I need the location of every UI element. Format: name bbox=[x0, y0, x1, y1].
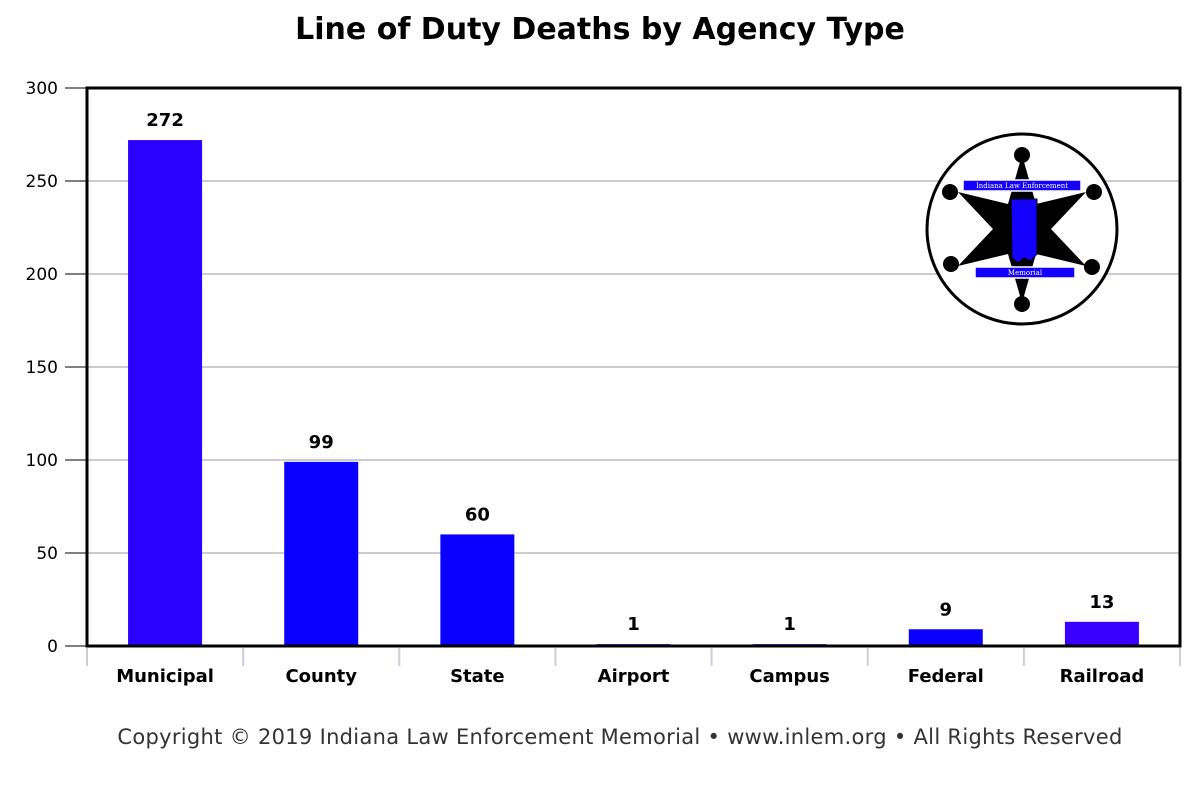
x-category-label: Airport bbox=[598, 666, 670, 687]
bars bbox=[128, 140, 1139, 646]
website-link[interactable]: www.inlem.org bbox=[727, 725, 887, 749]
data-label-state: 60 bbox=[465, 504, 490, 525]
bar-municipal[interactable] bbox=[128, 140, 203, 646]
y-tick-label: 250 bbox=[26, 172, 58, 192]
separator-dot: • bbox=[893, 725, 907, 749]
x-category-label: County bbox=[285, 666, 357, 687]
data-label-campus: 1 bbox=[783, 614, 796, 635]
y-tick-label: 300 bbox=[26, 79, 58, 99]
logo-top-text: Indiana Law Enforcement bbox=[976, 182, 1068, 190]
chart-title: Line of Duty Deaths by Agency Type bbox=[295, 12, 905, 47]
bar-county[interactable] bbox=[284, 461, 359, 646]
plot-frame bbox=[85, 86, 1182, 648]
rights-text: All Rights Reserved bbox=[913, 725, 1123, 749]
data-label-railroad: 13 bbox=[1089, 592, 1114, 613]
data-label-county: 99 bbox=[309, 432, 334, 453]
y-tick-label: 0 bbox=[47, 637, 58, 657]
bar-railroad[interactable] bbox=[1064, 621, 1139, 646]
indiana-state-icon bbox=[1010, 198, 1038, 264]
x-category-label: Municipal bbox=[116, 666, 214, 687]
y-tick-label: 200 bbox=[26, 265, 58, 285]
copyright-text: Copyright © 2019 Indiana Law Enforcement… bbox=[117, 725, 701, 749]
x-category-label: State bbox=[450, 666, 505, 687]
x-category-label: Federal bbox=[908, 666, 984, 687]
data-label-airport: 1 bbox=[627, 614, 640, 635]
y-tick-label: 50 bbox=[36, 544, 58, 564]
gridlines bbox=[87, 180, 1180, 554]
axes: 0 50 100 150 200 250 300 Municipal County State Ai… bbox=[26, 79, 1182, 687]
y-tick-label: 150 bbox=[26, 358, 58, 378]
y-tick-label: 100 bbox=[26, 451, 58, 471]
separator-dot: • bbox=[707, 725, 721, 749]
data-label-federal: 9 bbox=[940, 599, 953, 620]
logo-bottom-text: Memorial bbox=[1008, 269, 1043, 277]
data-label-municipal: 272 bbox=[146, 110, 184, 131]
bar-state[interactable] bbox=[440, 534, 515, 646]
x-category-label: Railroad bbox=[1060, 666, 1145, 687]
footer: Copyright © 2019 Indiana Law Enforcement… bbox=[0, 725, 1200, 749]
memorial-logo: Indiana Law Enforcement Memorial bbox=[925, 132, 1119, 326]
x-category-label: Campus bbox=[749, 666, 830, 687]
data-labels: 272 99 60 1 1 9 13 bbox=[146, 110, 1114, 635]
bar-federal[interactable] bbox=[908, 629, 983, 646]
